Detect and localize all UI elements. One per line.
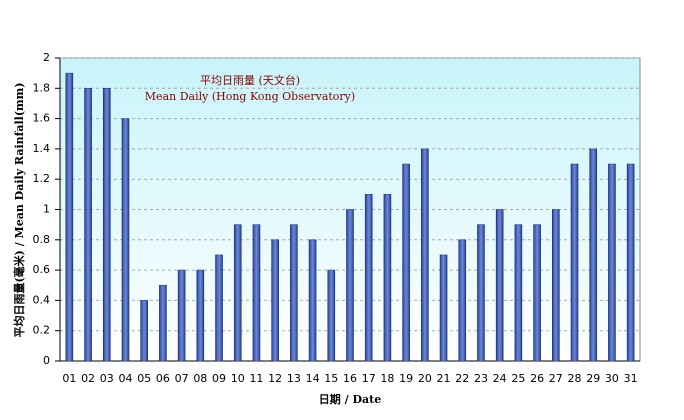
x-tick-label: 30	[605, 372, 619, 385]
bar	[252, 224, 261, 362]
y-tick-label: 1.4	[33, 142, 51, 155]
x-tick-label: 21	[437, 372, 451, 385]
x-tick-label: 10	[231, 372, 245, 385]
bar	[458, 239, 467, 362]
x-tick-label: 12	[268, 372, 282, 385]
x-tick-label: 31	[624, 372, 638, 385]
bar	[271, 239, 279, 362]
x-tick-label: 09	[212, 372, 226, 385]
y-tick-label: 2	[43, 51, 50, 64]
x-tick-label: 25	[511, 372, 525, 385]
bar	[308, 239, 317, 362]
x-tick-label: 24	[493, 372, 507, 385]
x-tick-label: 11	[249, 372, 263, 385]
x-tick-label: 05	[137, 372, 151, 385]
bar	[102, 88, 111, 362]
x-tick-label: 26	[530, 372, 544, 385]
x-tick-label: 20	[418, 372, 432, 385]
bar	[402, 163, 410, 362]
bar	[196, 269, 205, 362]
bar	[495, 209, 504, 362]
x-tick-label: 15	[324, 372, 338, 385]
y-tick-label: 1.2	[33, 172, 51, 185]
y-tick-label: 0.4	[33, 293, 51, 306]
x-tick-label: 03	[100, 372, 114, 385]
y-tick-label: 1	[43, 203, 50, 216]
chart-title: 平均日雨量 (天文台)	[200, 73, 300, 87]
x-tick-label: 04	[118, 372, 132, 385]
bar	[215, 254, 223, 362]
bar	[608, 163, 616, 362]
bar	[383, 194, 392, 362]
x-tick-label: 16	[343, 372, 357, 385]
x-tick-label: 01	[62, 372, 76, 385]
y-tick-label: 0.2	[33, 324, 51, 337]
bar	[327, 269, 336, 362]
y-tick-label: 1.8	[33, 81, 51, 94]
bar	[84, 88, 92, 362]
bar	[477, 224, 485, 362]
x-tick-label: 18	[380, 372, 394, 385]
x-tick-label: 23	[474, 372, 488, 385]
x-tick-label: 07	[175, 372, 189, 385]
x-tick-label: 19	[399, 372, 413, 385]
x-tick-label: 29	[586, 372, 600, 385]
bar	[364, 194, 373, 362]
bar	[177, 269, 186, 362]
bar	[421, 148, 429, 362]
bar	[514, 224, 523, 362]
x-tick-label: 06	[156, 372, 170, 385]
x-tick-label: 14	[306, 372, 320, 385]
bar	[65, 72, 74, 362]
bar	[589, 148, 598, 362]
y-tick-label: 0.8	[33, 233, 51, 246]
y-tick-label: 1.6	[33, 112, 51, 125]
bar	[552, 209, 560, 362]
y-tick-label: 0.6	[33, 263, 51, 276]
bar	[159, 284, 167, 362]
bar	[233, 224, 242, 362]
y-tick-label: 0	[43, 354, 50, 367]
x-tick-label: 22	[455, 372, 469, 385]
x-tick-label: 08	[193, 372, 207, 385]
bar	[570, 163, 579, 362]
chart-subtitle: Mean Daily (Hong Kong Observatory)	[145, 90, 355, 103]
bar	[140, 300, 148, 362]
x-tick-label: 27	[549, 372, 563, 385]
x-axis-title: 日期 / Date	[319, 392, 381, 406]
bar	[290, 224, 298, 362]
x-tick-label: 13	[287, 372, 301, 385]
bar	[121, 118, 130, 362]
bar	[533, 224, 541, 362]
y-axis-title: 平均日雨量(毫米) / Mean Daily Rainfall(mm)	[12, 82, 26, 337]
x-tick-label: 28	[568, 372, 582, 385]
x-tick-label: 02	[81, 372, 95, 385]
bar	[626, 163, 635, 362]
x-tick-label: 17	[362, 372, 376, 385]
bar	[346, 209, 354, 362]
bar	[439, 254, 448, 362]
